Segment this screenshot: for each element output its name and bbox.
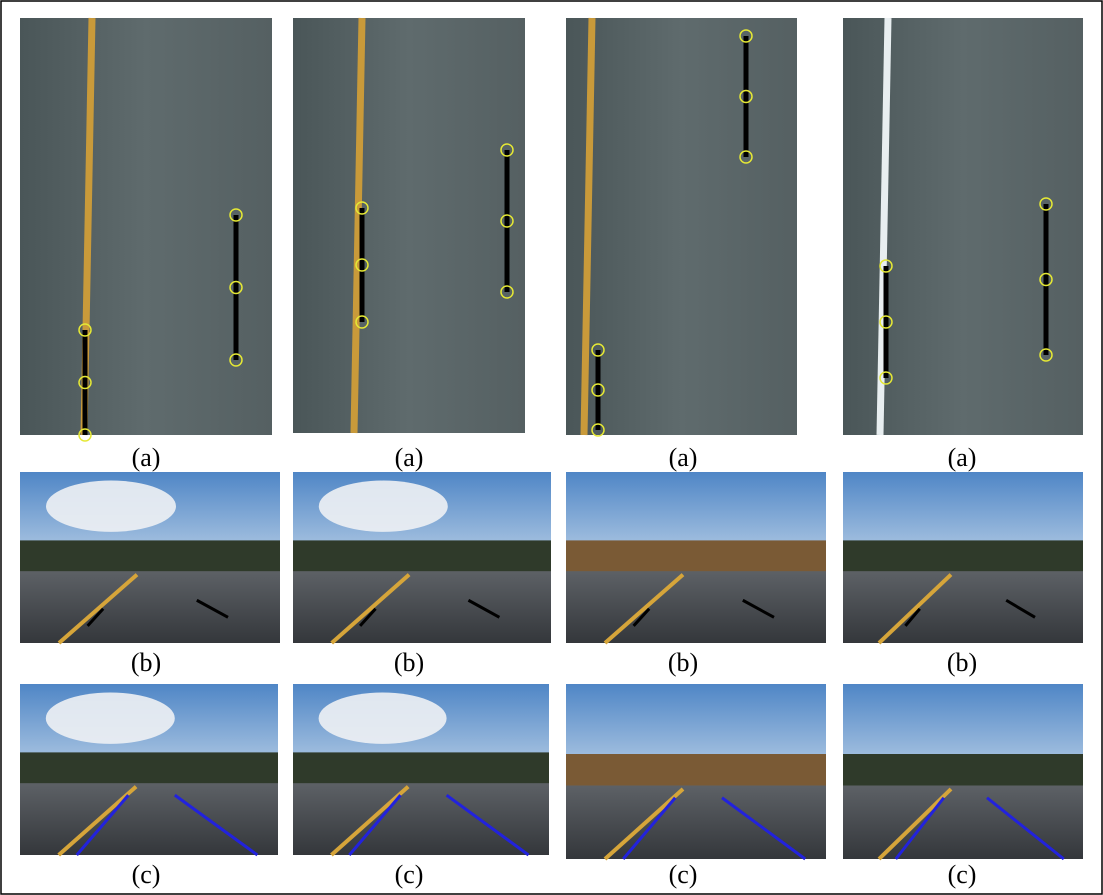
road: [20, 783, 278, 855]
caption: (b): [394, 648, 424, 677]
trees: [566, 540, 826, 574]
trees: [843, 540, 1083, 574]
caption: (a): [669, 443, 698, 472]
road-surface: [566, 18, 797, 435]
photo: [566, 684, 826, 859]
photo: [843, 472, 1083, 643]
trees: [293, 752, 549, 786]
photo: [293, 472, 551, 643]
trees: [566, 754, 826, 789]
caption: (a): [395, 443, 424, 472]
caption: (b): [668, 648, 698, 677]
trees: [293, 540, 551, 574]
photo: [20, 472, 280, 643]
caption: (a): [132, 443, 161, 472]
page: {"rows": [ {"captions": ["(a)", "(a)", "…: [0, 0, 1103, 895]
caption: (c): [132, 860, 161, 889]
road: [566, 571, 826, 643]
photo: [566, 472, 826, 643]
road: [843, 571, 1083, 643]
road: [293, 783, 549, 855]
caption: (c): [669, 860, 698, 889]
photo: [20, 684, 278, 855]
photo: [20, 18, 272, 441]
photo: [566, 18, 797, 436]
photo: [843, 684, 1083, 859]
road: [566, 786, 826, 860]
caption: (b): [947, 648, 977, 677]
trees: [20, 540, 280, 574]
cloud: [46, 481, 176, 532]
caption: (c): [395, 860, 424, 889]
caption: (c): [948, 860, 977, 889]
photo: [293, 18, 525, 433]
cloud: [319, 481, 448, 532]
road: [843, 786, 1083, 860]
figure: (a) (a) (a) (a) (b) (b) (b) (b) (c) (c) (c) (c): [0, 0, 1103, 895]
caption: (a): [948, 443, 977, 472]
trees: [20, 752, 278, 786]
caption: (b): [131, 648, 161, 677]
road: [293, 571, 551, 643]
cloud: [319, 693, 447, 744]
photo: [293, 684, 549, 855]
photo: [843, 18, 1083, 435]
road: [20, 571, 280, 643]
trees: [843, 754, 1083, 789]
road-surface: [293, 18, 525, 433]
cloud: [46, 693, 175, 744]
